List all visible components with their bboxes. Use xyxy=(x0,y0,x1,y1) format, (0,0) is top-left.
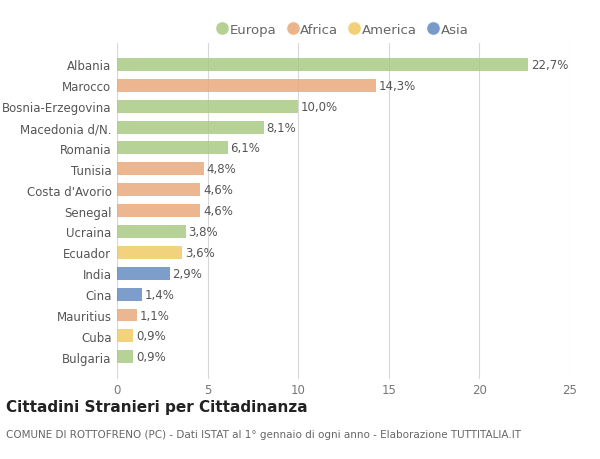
Text: 2,9%: 2,9% xyxy=(172,267,202,280)
Text: 0,9%: 0,9% xyxy=(136,351,166,364)
Bar xyxy=(117,225,186,238)
Text: 10,0%: 10,0% xyxy=(301,101,338,113)
Text: 1,1%: 1,1% xyxy=(140,309,170,322)
Bar xyxy=(117,351,133,364)
Text: 4,6%: 4,6% xyxy=(203,184,233,197)
Bar xyxy=(117,59,529,72)
Text: 3,6%: 3,6% xyxy=(185,246,215,259)
Text: 14,3%: 14,3% xyxy=(379,80,416,93)
Bar xyxy=(117,267,170,280)
Bar xyxy=(117,121,264,134)
Text: 0,9%: 0,9% xyxy=(136,330,166,342)
Text: COMUNE DI ROTTOFRENO (PC) - Dati ISTAT al 1° gennaio di ogni anno - Elaborazione: COMUNE DI ROTTOFRENO (PC) - Dati ISTAT a… xyxy=(6,429,521,439)
Bar xyxy=(117,184,200,197)
Bar xyxy=(117,80,376,93)
Text: 4,8%: 4,8% xyxy=(206,163,236,176)
Text: 1,4%: 1,4% xyxy=(145,288,175,301)
Text: Cittadini Stranieri per Cittadinanza: Cittadini Stranieri per Cittadinanza xyxy=(6,399,308,414)
Text: 3,8%: 3,8% xyxy=(188,225,218,239)
Text: 4,6%: 4,6% xyxy=(203,205,233,218)
Bar xyxy=(117,101,298,113)
Text: 6,1%: 6,1% xyxy=(230,142,260,155)
Bar xyxy=(117,330,133,342)
Bar xyxy=(117,309,137,322)
Bar xyxy=(117,288,142,301)
Bar xyxy=(117,205,200,218)
Bar xyxy=(117,142,227,155)
Text: 8,1%: 8,1% xyxy=(266,121,296,134)
Text: 22,7%: 22,7% xyxy=(531,59,568,72)
Bar xyxy=(117,246,182,259)
Bar xyxy=(117,163,204,176)
Legend: Europa, Africa, America, Asia: Europa, Africa, America, Asia xyxy=(214,18,473,42)
